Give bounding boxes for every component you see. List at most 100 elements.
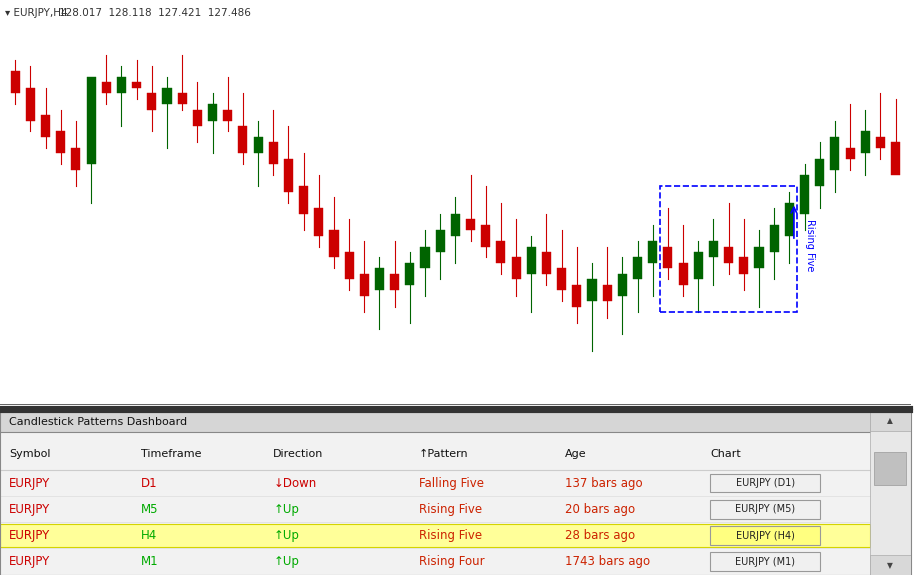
Bar — [845, 148, 854, 159]
Bar — [177, 93, 187, 104]
Bar — [868, 411, 910, 575]
Bar — [873, 452, 905, 485]
Bar — [299, 186, 308, 214]
Bar — [527, 247, 535, 274]
Text: Rising Five: Rising Five — [803, 219, 813, 271]
Text: Candlestick Patterns Dashboard: Candlestick Patterns Dashboard — [9, 417, 187, 427]
Bar — [56, 132, 65, 154]
Bar — [709, 241, 717, 258]
Bar — [481, 225, 490, 247]
Text: EURJPY: EURJPY — [9, 529, 51, 542]
Text: ▼: ▼ — [887, 561, 892, 570]
Bar — [830, 137, 838, 170]
Bar — [860, 132, 868, 154]
Bar — [572, 285, 581, 307]
Bar — [72, 148, 80, 170]
Text: Falling Five: Falling Five — [418, 477, 483, 490]
Text: EURJPY (M1): EURJPY (M1) — [734, 557, 794, 567]
Text: EURJPY (H4): EURJPY (H4) — [735, 531, 794, 540]
Text: Rising Four: Rising Four — [418, 555, 484, 569]
Text: ↑Up: ↑Up — [273, 529, 299, 542]
Bar — [632, 258, 641, 279]
Bar — [709, 552, 819, 571]
Text: Timeframe: Timeframe — [141, 448, 201, 459]
Bar — [709, 474, 819, 492]
Bar — [678, 263, 686, 285]
Bar — [784, 202, 793, 236]
Text: Rising Five: Rising Five — [418, 503, 482, 516]
Bar — [769, 225, 777, 252]
Bar — [132, 82, 141, 87]
Bar — [754, 247, 763, 269]
Bar — [314, 208, 323, 236]
Bar — [800, 175, 808, 214]
Text: 137 bars ago: 137 bars ago — [564, 477, 641, 490]
Bar — [466, 219, 474, 230]
Bar — [26, 87, 35, 121]
Bar — [405, 263, 414, 285]
Bar — [648, 241, 656, 263]
Bar — [359, 274, 369, 296]
Bar — [345, 252, 353, 279]
Bar — [875, 137, 884, 148]
Bar — [541, 252, 550, 274]
Bar — [117, 76, 126, 93]
Bar — [329, 230, 338, 258]
Bar — [375, 269, 383, 290]
Text: ↑Up: ↑Up — [273, 503, 299, 516]
Bar — [739, 258, 747, 274]
Bar — [11, 71, 19, 93]
Bar — [663, 247, 672, 269]
Bar — [254, 137, 262, 154]
Text: EURJPY: EURJPY — [9, 477, 51, 490]
Bar — [223, 110, 232, 121]
Bar — [868, 411, 910, 431]
Text: Chart: Chart — [709, 448, 741, 459]
Text: ▾ EURJPY,H4: ▾ EURJPY,H4 — [5, 8, 67, 18]
Bar — [284, 159, 292, 191]
Bar — [868, 555, 910, 575]
Bar — [86, 76, 96, 164]
Text: Rising Five: Rising Five — [418, 529, 482, 542]
Bar — [420, 247, 429, 269]
Bar — [0, 411, 910, 432]
Bar — [891, 143, 899, 175]
Bar — [709, 526, 819, 545]
Bar — [557, 269, 565, 290]
Text: 128.017  128.118  127.421  127.486: 128.017 128.118 127.421 127.486 — [59, 8, 251, 18]
Bar — [496, 241, 505, 263]
Text: H4: H4 — [141, 529, 157, 542]
Text: 1743 bars ago: 1743 bars ago — [564, 555, 649, 569]
Text: ↑Pattern: ↑Pattern — [418, 448, 468, 459]
Text: EURJPY (M5): EURJPY (M5) — [734, 504, 794, 515]
Text: ↑Up: ↑Up — [273, 555, 299, 569]
Text: 20 bars ago: 20 bars ago — [564, 503, 634, 516]
Bar — [268, 143, 278, 164]
Bar — [208, 104, 217, 121]
Bar — [723, 247, 732, 263]
Bar — [814, 159, 823, 186]
Bar — [587, 279, 596, 301]
Text: ▲: ▲ — [887, 416, 892, 426]
Text: Direction: Direction — [273, 448, 323, 459]
Bar — [709, 500, 819, 519]
Bar — [102, 82, 110, 93]
Text: EURJPY (D1): EURJPY (D1) — [734, 478, 794, 488]
Bar — [436, 230, 444, 252]
Text: M5: M5 — [141, 503, 158, 516]
Bar — [450, 214, 460, 236]
Bar — [602, 285, 611, 301]
Bar — [511, 258, 520, 279]
Bar — [0, 524, 868, 547]
Bar — [660, 186, 796, 312]
Bar — [238, 126, 247, 154]
Text: Age: Age — [564, 448, 585, 459]
Text: Symbol: Symbol — [9, 448, 51, 459]
Text: EURJPY: EURJPY — [9, 555, 51, 569]
Bar — [390, 274, 399, 290]
Text: 28 bars ago: 28 bars ago — [564, 529, 634, 542]
Bar — [163, 87, 171, 104]
Bar — [618, 274, 626, 296]
Text: M1: M1 — [141, 555, 159, 569]
Bar — [41, 115, 50, 137]
